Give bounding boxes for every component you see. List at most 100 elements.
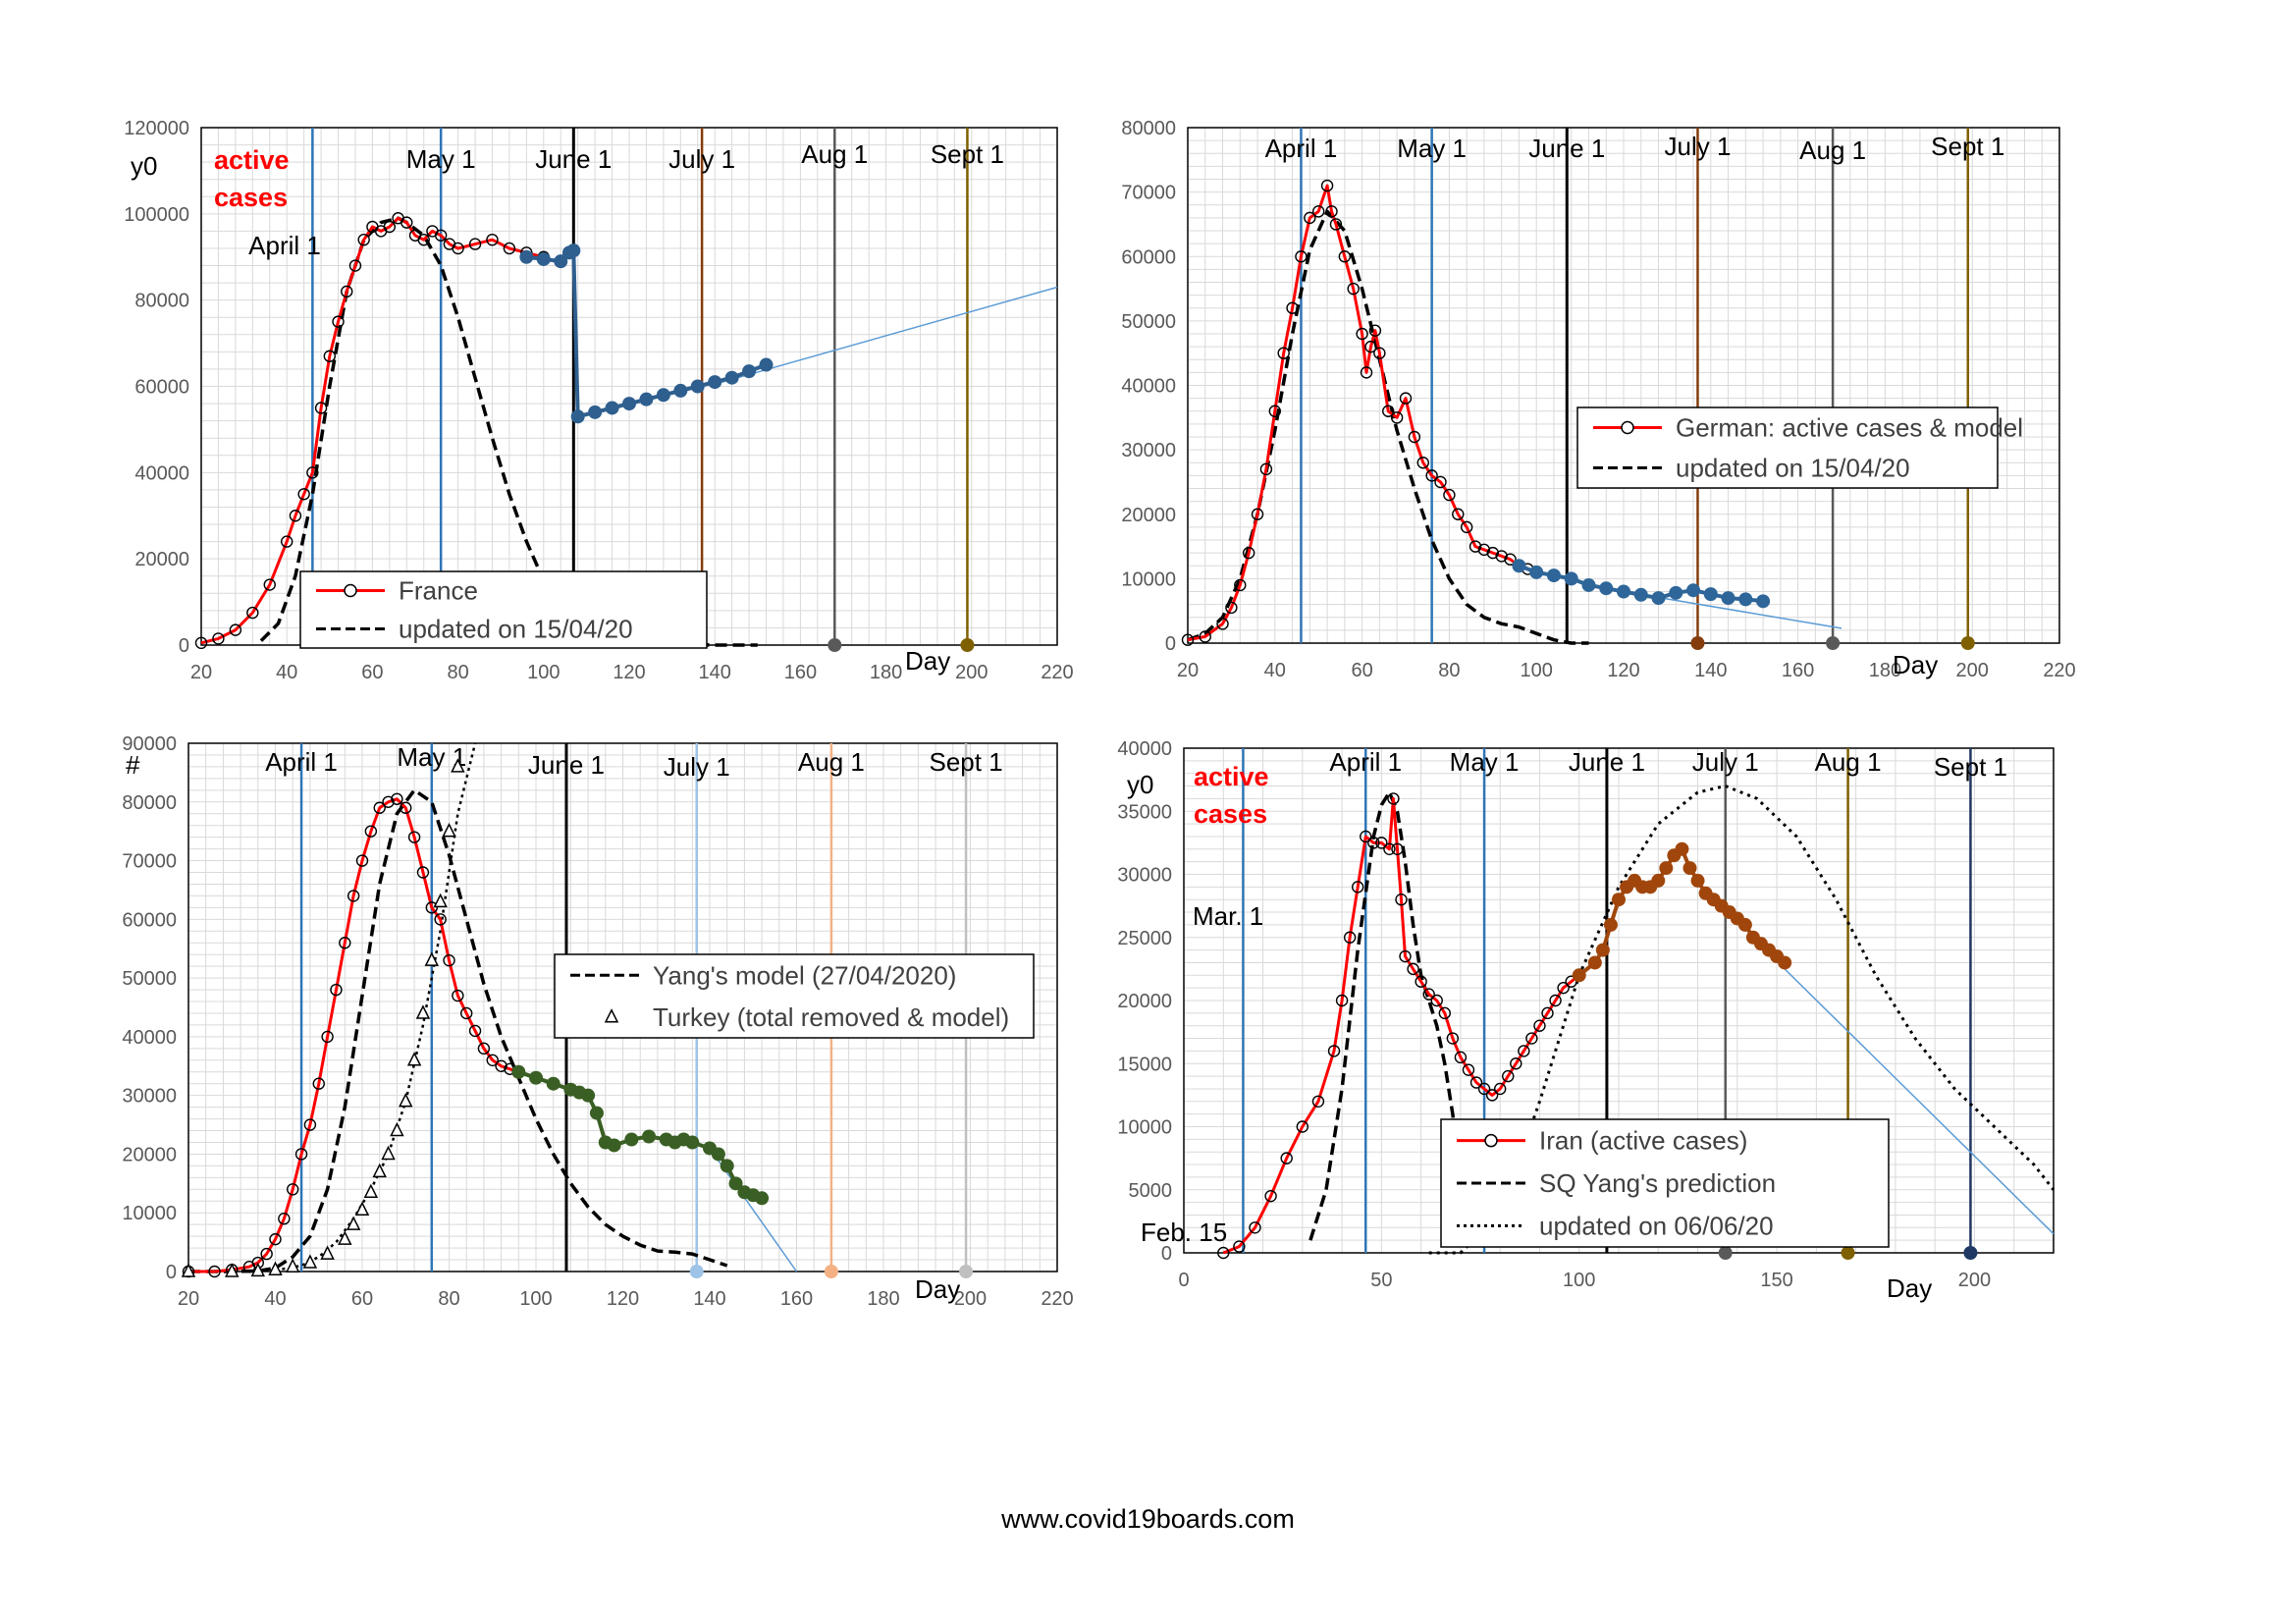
gridlines [200,127,1058,646]
date-marker-label: April 1 [265,747,338,777]
observed-point [1399,392,1413,405]
recent-data-point [622,397,636,411]
turkey-triangle-point [346,1216,361,1230]
turkey-triangle-point [225,1263,240,1277]
plot-frame [1183,747,2055,1254]
observed-point [1360,366,1373,379]
model-curve-dotted [1428,785,2056,1255]
date-marker-label: April 1 [1329,747,1402,777]
observed-point [1311,205,1325,218]
observed-point [1525,1032,1538,1045]
observed-point [1364,340,1377,353]
observed-point [323,350,336,362]
observed-point [194,636,208,650]
date-marker-dot [1960,636,1975,650]
x-tick-label: 200 [955,662,988,683]
turkey-triangle-point [406,1052,422,1066]
active-label: active [214,145,290,175]
y-tick-label: 30000 [1121,440,1176,461]
date-marker-label: June 1 [535,144,612,174]
plot-frame [1187,127,2060,644]
turkey-triangle-point [424,951,440,966]
x-tick-label: 20 [178,1288,199,1310]
observed-point [357,233,370,246]
recent-data-point [1587,955,1602,970]
observed-point [1485,1089,1499,1102]
observed-point [1249,1221,1261,1234]
date-marker-label: May 1 [406,144,476,174]
observed-point [1259,462,1273,476]
x-axis-label: Day [1887,1273,1932,1303]
observed-point [212,632,225,645]
x-tick-label: 100 [519,1288,552,1310]
recent-data-point [728,1176,743,1191]
legend: France updated on 15/04/20 [299,570,708,649]
x-axis-label: Day [915,1274,960,1304]
observed-point [1477,1082,1491,1096]
observed-point [477,1042,491,1056]
observed-point [1518,1045,1530,1057]
recent-data-point [1756,594,1771,609]
trend-line [1784,968,2055,1235]
x-tick-label: 60 [361,662,383,683]
observed-point [287,1183,299,1196]
x-tick-label: 140 [699,662,731,683]
y-tick-label: 35000 [1117,801,1172,823]
legend-marker [344,583,357,598]
legend-label: Turkey (total removed & model) [653,1002,1009,1032]
observed-point [341,285,353,298]
date-marker-label: July 1 [668,144,735,174]
observed-point [486,233,499,246]
observed-point [1425,469,1438,482]
turkey-triangle-point [442,822,456,838]
recent-data-point [720,1159,734,1173]
observed-point [1454,1051,1468,1064]
observed-point [434,913,447,926]
recent-data-point [1721,591,1735,606]
model-curve [188,788,728,1273]
recent-data-point [511,1064,526,1079]
turkey-triangle-point [320,1245,335,1260]
legend-label: German: active cases & model [1676,413,2023,443]
x-tick-label: 220 [1041,1288,1073,1310]
recent-data-point [1633,587,1648,602]
recent-data-point [1703,587,1718,602]
observed-point [289,510,302,522]
x-tick-label: 50 [1370,1270,1392,1291]
observed-point [314,402,328,414]
y-tick-label: 25000 [1117,928,1172,949]
y-tick-label: 0 [166,1262,177,1283]
observed-point [1320,179,1334,192]
observed-point [1356,327,1368,341]
recent-data-point [1778,955,1792,970]
x-tick-label: 150 [1760,1270,1792,1291]
turkey-triangle-point [354,1201,370,1216]
recent-data-point [1546,568,1561,583]
observed-point [1557,981,1570,995]
observed-point [306,466,319,479]
x-tick-label: 40 [264,1288,286,1310]
date-marker-label: Mar. 1 [1193,901,1263,931]
observed-point [1477,543,1491,557]
date-marker-label: Aug 1 [801,139,868,169]
observed-point [452,242,464,255]
turkey-triangle-point [181,1263,196,1277]
x-tick-label: 20 [1177,660,1199,681]
y-tick-label: 60000 [122,909,177,931]
recent-data-point [588,405,603,419]
x-tick-label: 120 [607,1288,639,1310]
observed-point [321,1030,334,1044]
legend-label: updated on 15/04/20 [1676,454,1910,483]
date-marker-label: April 1 [248,231,321,260]
x-tick-label: 120 [1607,660,1639,681]
y-tick-label: 80000 [134,291,189,312]
observed-point [281,535,294,548]
observed-point [1242,546,1255,560]
legend-label: SQ Yang's prediction [1539,1168,1776,1198]
recent-data-point [570,409,585,424]
x-axis-label: Day [1893,650,1938,679]
recent-data-point [624,1132,639,1147]
date-marker-dot [1963,1246,1978,1260]
recent-data-point [656,388,670,403]
y-tick-label: 20000 [134,549,189,570]
